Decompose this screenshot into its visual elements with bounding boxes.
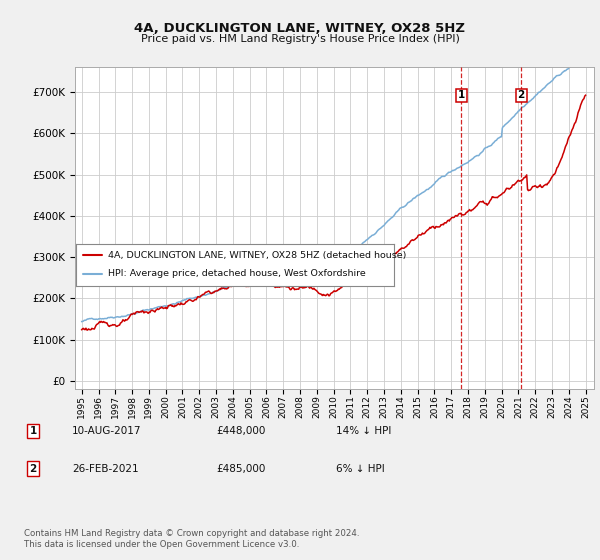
Text: 1: 1: [29, 426, 37, 436]
Text: £448,000: £448,000: [216, 426, 265, 436]
Text: 2: 2: [29, 464, 37, 474]
Text: 4A, DUCKLINGTON LANE, WITNEY, OX28 5HZ: 4A, DUCKLINGTON LANE, WITNEY, OX28 5HZ: [134, 22, 466, 35]
Text: £485,000: £485,000: [216, 464, 265, 474]
Text: 4A, DUCKLINGTON LANE, WITNEY, OX28 5HZ (detached house): 4A, DUCKLINGTON LANE, WITNEY, OX28 5HZ (…: [108, 251, 406, 260]
Text: 10-AUG-2017: 10-AUG-2017: [72, 426, 142, 436]
Text: Price paid vs. HM Land Registry's House Price Index (HPI): Price paid vs. HM Land Registry's House …: [140, 34, 460, 44]
Text: 6% ↓ HPI: 6% ↓ HPI: [336, 464, 385, 474]
Text: 2: 2: [517, 90, 525, 100]
Text: Contains HM Land Registry data © Crown copyright and database right 2024.
This d: Contains HM Land Registry data © Crown c…: [24, 529, 359, 549]
Text: 1: 1: [458, 90, 465, 100]
Text: HPI: Average price, detached house, West Oxfordshire: HPI: Average price, detached house, West…: [108, 269, 366, 278]
Text: 14% ↓ HPI: 14% ↓ HPI: [336, 426, 391, 436]
Text: 26-FEB-2021: 26-FEB-2021: [72, 464, 139, 474]
